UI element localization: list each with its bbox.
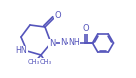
Text: CH₃: CH₃ — [40, 58, 52, 65]
Text: HN: HN — [16, 46, 27, 56]
Text: N: N — [60, 38, 67, 47]
Text: O: O — [82, 24, 89, 33]
Text: NH: NH — [68, 39, 80, 48]
Text: O: O — [54, 11, 61, 21]
Text: N: N — [49, 39, 55, 49]
Text: CH₃: CH₃ — [28, 58, 40, 65]
